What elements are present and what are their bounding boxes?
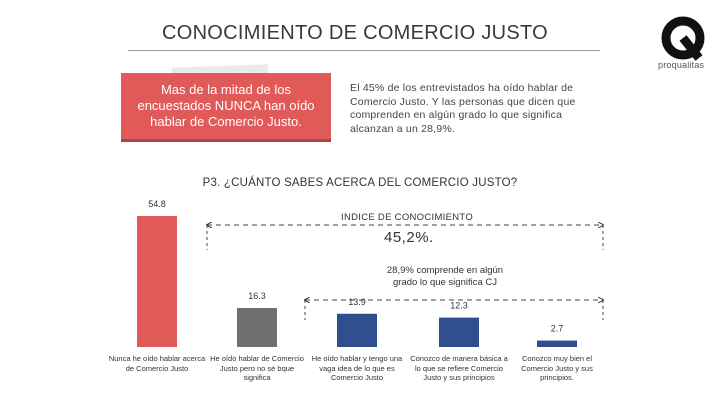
category-label: Conozco muy bien el Comercio Justo y sus… bbox=[521, 354, 593, 382]
bar-3 bbox=[337, 313, 377, 347]
proqualitas-logo-icon bbox=[661, 16, 705, 61]
index-label: INDICE DE CONOCIMIENTO bbox=[341, 212, 474, 223]
logo-text: proqualitas bbox=[658, 60, 705, 70]
category-label: Conozco de manera básica a lo que se ref… bbox=[410, 354, 508, 382]
bar-value-label: 16.3 bbox=[248, 291, 266, 301]
category-label: Nunca he oído hablar acerca de Comercio … bbox=[108, 354, 206, 373]
highlight-callout: Mas de la mitad de los encuestados NUNCA… bbox=[121, 73, 331, 139]
bar-2 bbox=[237, 308, 277, 347]
title-divider bbox=[128, 50, 600, 51]
page-title: CONOCIMIENTO DE COMERCIO JUSTO bbox=[161, 22, 549, 44]
bar-4 bbox=[439, 317, 479, 347]
bar-5 bbox=[537, 340, 577, 347]
index-value: 45,2%. bbox=[384, 229, 434, 246]
bar-value-label: 2.7 bbox=[551, 324, 564, 334]
info-paragraph: El 45% de los entrevistados ha oído habl… bbox=[350, 82, 576, 135]
category-label: He oído hablar y tengo una vaga idea de … bbox=[311, 354, 403, 382]
chart-question: P3. ¿CUÁNTO SABES ACERCA DEL COMERCIO JU… bbox=[202, 177, 518, 189]
bar-1 bbox=[137, 216, 177, 347]
bar-value-label: 12.3 bbox=[450, 301, 468, 311]
bar-value-label: 54.8 bbox=[148, 199, 166, 209]
bar-value-label: 13.9 bbox=[348, 297, 366, 307]
comprehension-note: 28,9% comprende en algún grado lo que si… bbox=[386, 265, 504, 288]
category-label: He oído hablar de Comercio Justo pero no… bbox=[210, 354, 304, 382]
